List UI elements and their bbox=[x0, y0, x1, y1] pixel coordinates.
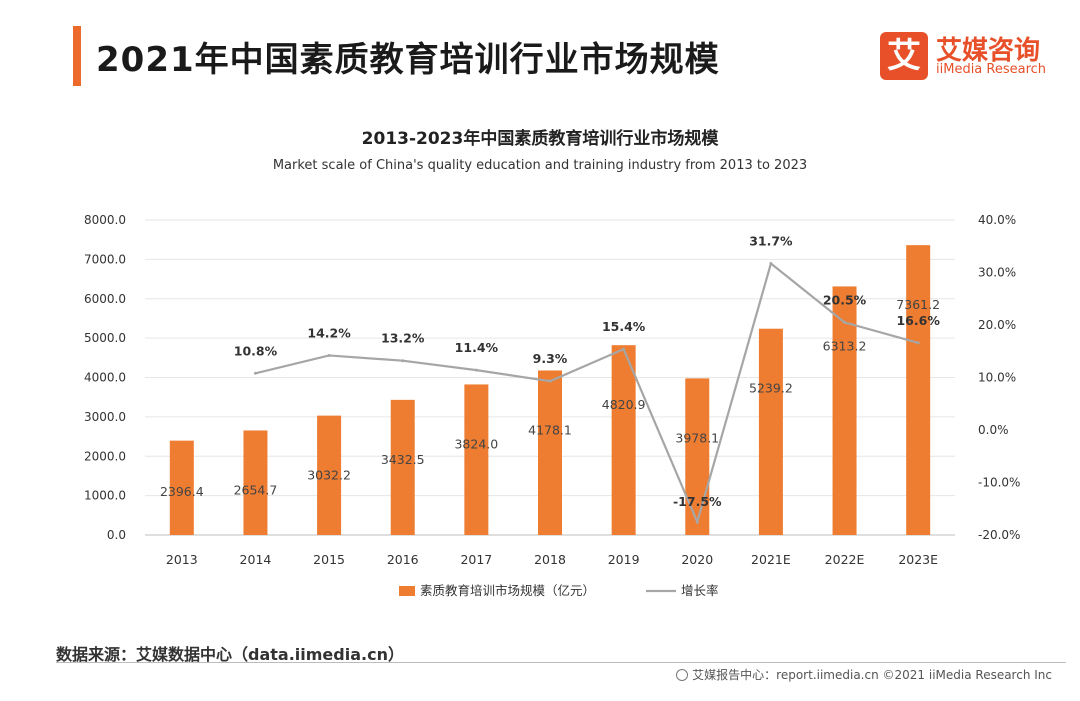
data-source: 数据来源：艾媒数据中心（data.iimedia.cn） bbox=[56, 645, 404, 664]
bar-value-label: 2396.4 bbox=[160, 484, 204, 499]
y-right-tick-label: 20.0% bbox=[978, 318, 1016, 332]
page-title: 2021年中国素质教育培训行业市场规模 bbox=[96, 40, 720, 80]
chart-title: 2013-2023年中国素质教育培训行业市场规模 bbox=[361, 129, 719, 149]
iimedia-logo: 艾 艾媒咨询 iiMedia Research bbox=[880, 28, 1050, 84]
x-tick-label: 2018 bbox=[534, 552, 566, 567]
growth-rate-point bbox=[916, 341, 920, 345]
title-accent-bar bbox=[73, 26, 81, 86]
legend-label-line: 增长率 bbox=[681, 583, 719, 598]
bar-value-label: 5239.2 bbox=[749, 381, 793, 396]
growth-rate-point bbox=[622, 347, 626, 351]
y-left-tick-label: 7000.0 bbox=[84, 252, 126, 266]
x-tick-label: 2017 bbox=[460, 552, 492, 567]
x-tick-label: 2015 bbox=[313, 552, 345, 567]
y-left-tick-label: 6000.0 bbox=[84, 292, 126, 306]
growth-rate-point bbox=[474, 368, 478, 372]
bar bbox=[169, 440, 194, 535]
bar bbox=[464, 384, 489, 535]
y-right-tick-label: 40.0% bbox=[978, 213, 1016, 227]
bar bbox=[906, 245, 931, 535]
x-tick-label: 2022E bbox=[825, 552, 865, 567]
bar-value-label: 3032.2 bbox=[307, 468, 351, 483]
growth-rate-point bbox=[548, 379, 552, 383]
bar bbox=[611, 345, 636, 535]
y-left-tick-label: 0.0 bbox=[107, 528, 126, 542]
growth-rate-point bbox=[401, 359, 405, 363]
legend-swatch-bar bbox=[399, 586, 415, 596]
x-tick-label: 2020 bbox=[681, 552, 713, 567]
bar-value-label: 6313.2 bbox=[823, 338, 867, 353]
logo-mark-icon: 艾 bbox=[880, 32, 928, 80]
growth-rate-label: 31.7% bbox=[749, 234, 793, 249]
bar-value-label: 3824.0 bbox=[454, 436, 498, 451]
bar bbox=[758, 328, 783, 535]
legend-label-bar: 素质教育培训市场规模（亿元） bbox=[420, 583, 595, 598]
growth-rate-label: 13.2% bbox=[381, 331, 425, 346]
growth-rate-label: -17.5% bbox=[673, 494, 722, 509]
y-right-tick-label: 10.0% bbox=[978, 371, 1016, 385]
y-left-tick-label: 3000.0 bbox=[84, 410, 126, 424]
bar bbox=[390, 399, 415, 535]
growth-rate-point bbox=[327, 353, 331, 357]
y-right-tick-label: 0.0% bbox=[978, 423, 1009, 437]
bar-value-label: 4820.9 bbox=[602, 397, 646, 412]
bar-value-label: 4178.1 bbox=[528, 422, 572, 437]
y-left-tick-label: 5000.0 bbox=[84, 331, 126, 345]
x-tick-label: 2016 bbox=[387, 552, 419, 567]
logo-text-en: iiMedia Research bbox=[936, 62, 1047, 77]
y-left-tick-label: 8000.0 bbox=[84, 213, 126, 227]
y-right-tick-label: 30.0% bbox=[978, 266, 1016, 280]
chart-subtitle: Market scale of China's quality educatio… bbox=[272, 158, 808, 173]
x-tick-label: 2013 bbox=[166, 552, 198, 567]
footer: 艾媒报告中心：report.iimedia.cn ©2021 iiMedia R… bbox=[676, 666, 1052, 683]
bar-value-label: 7361.2 bbox=[896, 297, 940, 312]
growth-rate-label: 11.4% bbox=[455, 340, 499, 355]
logo-text-cn: 艾媒咨询 bbox=[936, 36, 1041, 66]
y-right-tick-label: -20.0% bbox=[978, 528, 1020, 542]
y-right-tick-label: -10.0% bbox=[978, 476, 1020, 490]
growth-rate-label: 14.2% bbox=[307, 325, 351, 340]
growth-rate-label: 9.3% bbox=[533, 351, 568, 366]
bar bbox=[685, 378, 710, 535]
bar bbox=[832, 286, 857, 535]
growth-rate-label: 10.8% bbox=[234, 343, 278, 358]
bar bbox=[538, 370, 562, 535]
y-left-tick-label: 1000.0 bbox=[84, 489, 126, 503]
bar-value-label: 3978.1 bbox=[675, 430, 719, 445]
bar-value-label: 2654.7 bbox=[234, 482, 278, 497]
x-tick-label: 2021E bbox=[751, 552, 791, 567]
growth-rate-point bbox=[253, 371, 257, 375]
growth-rate-point bbox=[843, 320, 847, 324]
y-left-tick-label: 4000.0 bbox=[84, 371, 126, 385]
x-tick-label: 2019 bbox=[608, 552, 640, 567]
x-tick-label: 2014 bbox=[240, 552, 272, 567]
bar bbox=[243, 430, 268, 535]
growth-rate-label: 15.4% bbox=[602, 319, 646, 334]
growth-rate-point bbox=[695, 520, 699, 524]
y-left-tick-label: 2000.0 bbox=[84, 449, 126, 463]
report-center-icon bbox=[676, 669, 689, 681]
bar bbox=[317, 415, 342, 535]
growth-rate-label: 16.6% bbox=[896, 313, 940, 328]
footer-divider bbox=[56, 662, 1066, 663]
x-tick-label: 2023E bbox=[898, 552, 938, 567]
bar-value-label: 3432.5 bbox=[381, 452, 425, 467]
footer-text: 艾媒报告中心：report.iimedia.cn ©2021 iiMedia R… bbox=[692, 668, 1052, 682]
growth-rate-label: 20.5% bbox=[823, 292, 867, 307]
growth-rate-point bbox=[769, 262, 773, 266]
growth-rate-line bbox=[255, 261, 919, 526]
